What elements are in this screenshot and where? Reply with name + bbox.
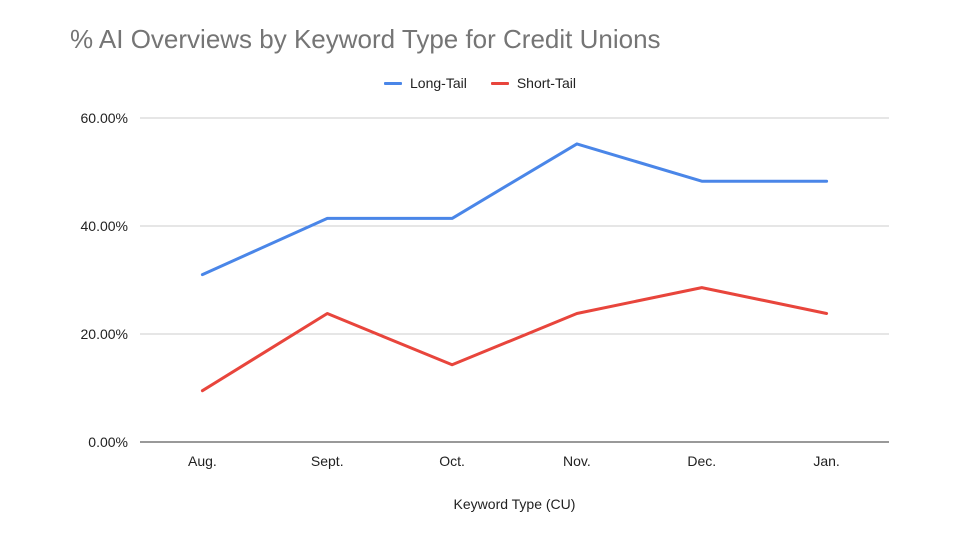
y-tick-label: 0.00% bbox=[88, 434, 128, 450]
x-tick-label: Sept. bbox=[311, 453, 344, 469]
chart-legend: Long-Tail Short-Tail bbox=[0, 72, 960, 94]
y-tick-label: 60.00% bbox=[81, 110, 128, 126]
data-point-long-tail[interactable] bbox=[571, 138, 583, 150]
x-tick-label: Oct. bbox=[439, 453, 465, 469]
legend-swatch-long-tail bbox=[384, 81, 403, 85]
series-line-long-tail bbox=[200, 142, 829, 277]
data-point-short-tail[interactable] bbox=[821, 307, 833, 319]
data-point-short-tail[interactable] bbox=[696, 282, 708, 294]
data-point-long-tail[interactable] bbox=[446, 212, 458, 224]
x-tick-label: Dec. bbox=[687, 453, 716, 469]
data-point-long-tail[interactable] bbox=[321, 212, 333, 224]
x-axis-label: Keyword Type (CU) bbox=[454, 496, 576, 512]
data-point-short-tail[interactable] bbox=[321, 307, 333, 319]
y-tick-label: 20.00% bbox=[81, 326, 128, 342]
x-tick-label: Jan. bbox=[813, 453, 839, 469]
x-tick-label: Aug. bbox=[188, 453, 217, 469]
legend-label-short-tail: Short-Tail bbox=[516, 75, 576, 91]
data-point-short-tail[interactable] bbox=[446, 359, 458, 371]
data-point-long-tail[interactable] bbox=[821, 175, 833, 187]
data-point-long-tail[interactable] bbox=[696, 175, 708, 187]
data-point-long-tail[interactable] bbox=[196, 269, 208, 281]
legend-swatch-short-tail bbox=[490, 81, 509, 85]
legend-label-long-tail: Long-Tail bbox=[410, 75, 467, 91]
chart-title: % AI Overviews by Keyword Type for Credi… bbox=[70, 24, 661, 54]
y-tick-label: 40.00% bbox=[81, 218, 128, 234]
x-tick-label: Nov. bbox=[563, 453, 591, 469]
legend-item-short-tail[interactable]: Short-Tail bbox=[490, 75, 576, 91]
series-line-short-tail bbox=[200, 286, 829, 393]
data-point-short-tail[interactable] bbox=[571, 307, 583, 319]
data-point-short-tail[interactable] bbox=[196, 385, 208, 397]
legend-item-long-tail[interactable]: Long-Tail bbox=[384, 75, 467, 91]
